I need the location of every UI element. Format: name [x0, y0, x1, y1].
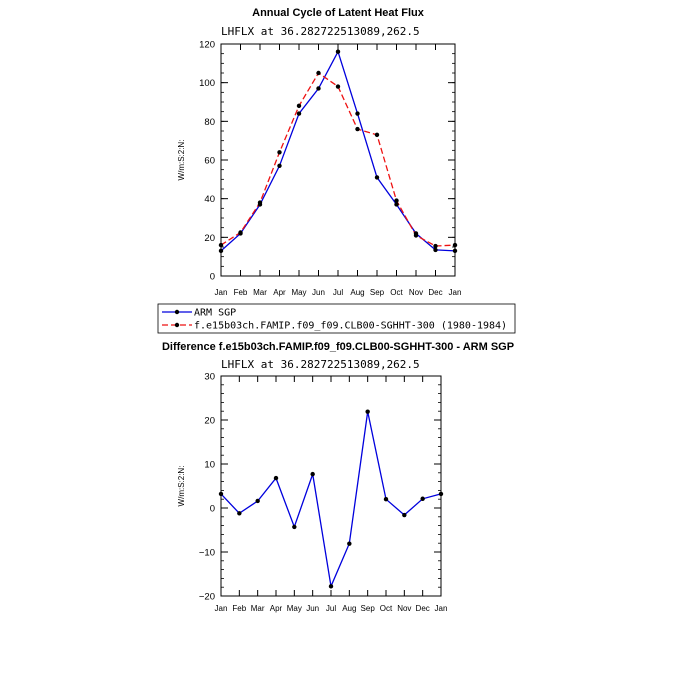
legend-marker — [174, 322, 180, 328]
x-tick-label: Apr — [270, 604, 283, 613]
data-point — [394, 202, 399, 207]
data-point — [394, 198, 399, 203]
x-tick-label: Sep — [370, 288, 385, 297]
x-tick-label: Dec — [416, 604, 430, 613]
x-tick-label: Jul — [326, 604, 336, 613]
data-point — [218, 248, 224, 254]
y-tick-label: 80 — [204, 117, 215, 128]
data-point — [277, 163, 282, 168]
y-tick-label: 120 — [199, 40, 215, 51]
data-point — [355, 111, 360, 116]
data-point — [433, 243, 438, 249]
series-line-model — [220, 72, 456, 247]
plot-frame — [220, 375, 442, 597]
legend-box — [157, 303, 516, 334]
x-tick-label: Aug — [342, 604, 356, 613]
data-point — [218, 242, 224, 248]
x-tick-label: Dec — [428, 288, 442, 297]
data-point — [218, 491, 224, 497]
series-line-obs — [220, 50, 456, 252]
data-point — [296, 103, 302, 109]
x-tick-label: Jan — [215, 288, 228, 297]
y-tick-label: 0 — [210, 272, 215, 283]
chart-subtitle: LHFLX at 36.282722513089,262.5 — [221, 358, 420, 371]
y-tick-label: −10 — [199, 548, 215, 559]
data-point — [365, 409, 370, 414]
data-point — [310, 471, 315, 477]
x-tick-label: Oct — [390, 288, 403, 297]
data-point — [316, 86, 321, 91]
chart-title: Difference f.e15b03ch.FAMIP.f09_f09.CLB0… — [162, 341, 514, 353]
x-tick-label: Jul — [333, 288, 343, 297]
x-tick-label: Apr — [273, 288, 286, 297]
data-point — [452, 248, 458, 254]
x-tick-label: Jan — [215, 604, 228, 613]
x-tick-label: May — [291, 288, 306, 297]
data-point — [355, 126, 360, 132]
y-tick-label: 30 — [204, 372, 215, 383]
x-tick-label: May — [287, 604, 302, 613]
data-point — [374, 132, 380, 138]
x-tick-label: Nov — [409, 288, 423, 297]
y-tick-label: 100 — [199, 78, 215, 89]
data-point — [383, 497, 389, 502]
data-point — [335, 49, 341, 54]
chart-title: Annual Cycle of Latent Heat Flux — [252, 7, 425, 19]
data-point — [452, 242, 458, 248]
data-point — [438, 491, 444, 497]
x-tick-label: Aug — [350, 288, 364, 297]
y-tick-label: 20 — [204, 416, 215, 427]
y-axis-label: W/m:S:2:N: — [177, 140, 186, 181]
x-tick-label: Mar — [251, 604, 265, 613]
data-point — [402, 512, 407, 518]
data-point — [277, 150, 282, 155]
data-point — [237, 511, 242, 516]
data-point — [292, 524, 297, 530]
x-tick-label: Sep — [361, 604, 376, 613]
x-tick-label: Nov — [397, 604, 411, 613]
data-point — [420, 496, 425, 501]
data-point — [255, 498, 260, 504]
data-point — [328, 584, 334, 589]
chart-subtitle: LHFLX at 36.282722513089,262.5 — [221, 25, 420, 38]
y-tick-label: 0 — [210, 504, 215, 515]
x-tick-label: Oct — [380, 604, 393, 613]
y-tick-label: 40 — [204, 194, 215, 205]
legend: ARM SGP f.e15b03ch.FAMIP.f09_f09.CLB00-SG… — [157, 303, 516, 334]
chart-annual: Annual Cycle of Latent Heat Flux LHFLX at… — [177, 7, 461, 297]
data-point — [316, 70, 321, 76]
y-tick-label: 60 — [204, 156, 215, 167]
y-tick-label: 20 — [204, 233, 215, 244]
x-tick-label: Jun — [306, 604, 319, 613]
plot-frame — [220, 43, 456, 277]
data-point — [413, 233, 419, 238]
x-tick-label: Mar — [253, 288, 267, 297]
x-tick-label: Jun — [312, 288, 325, 297]
data-point — [433, 247, 438, 253]
legend-marker — [174, 309, 180, 315]
data-point — [273, 475, 279, 481]
x-tick-label: Feb — [234, 288, 248, 297]
x-tick-label: Jan — [435, 604, 448, 613]
y-axis-label: W/m:S:2:N: — [177, 466, 186, 507]
legend-label: ARM SGP — [194, 308, 236, 319]
y-tick-label: 10 — [204, 460, 215, 471]
legend-label: f.e15b03ch.FAMIP.f09_f09.CLB00-SGHHT-300… — [194, 321, 507, 332]
data-point — [335, 84, 341, 89]
data-point — [257, 200, 263, 205]
x-tick-label: Feb — [232, 604, 246, 613]
series-line-obs — [220, 411, 442, 589]
data-point — [374, 175, 380, 180]
y-tick-label: −20 — [199, 592, 215, 603]
data-point — [238, 230, 243, 235]
x-tick-label: Jan — [449, 288, 462, 297]
chart-diff: Difference f.e15b03ch.FAMIP.f09_f09.CLB0… — [162, 341, 514, 613]
data-point — [296, 111, 302, 116]
data-point — [347, 541, 352, 546]
